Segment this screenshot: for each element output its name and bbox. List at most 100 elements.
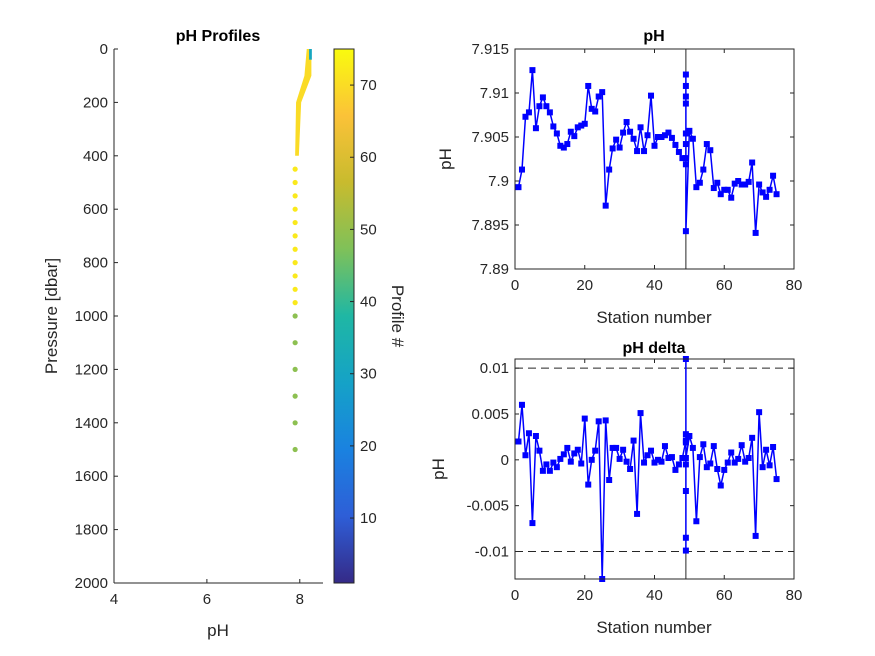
profiles-title: pH Profiles — [176, 28, 261, 45]
profiles-point — [292, 246, 298, 252]
profiles-ytick-label: 1800 — [75, 522, 108, 539]
ph-delta-point — [546, 467, 553, 474]
profiles-xtick-label: 6 — [203, 591, 211, 608]
colorbar-tick-label: 70 — [360, 77, 377, 94]
ph-point — [613, 136, 620, 143]
profiles-point — [292, 166, 298, 172]
ph-delta-point — [532, 433, 539, 439]
ph-point — [620, 129, 627, 136]
ph-delta-point — [644, 452, 651, 459]
ph-point — [710, 185, 717, 192]
ph-delta-point — [679, 455, 686, 461]
ph-point — [518, 166, 525, 173]
ph-delta-point — [574, 446, 581, 453]
ph-plot-area — [515, 49, 794, 269]
ph-delta-point — [682, 547, 689, 554]
profiles-ytick-label: 1400 — [75, 415, 108, 432]
ph-delta-point — [763, 446, 770, 453]
ph-title: pH — [643, 28, 664, 45]
ph-delta-point — [682, 488, 689, 494]
ph-delta-point — [721, 466, 728, 473]
colorbar-ticks: 10 20 30 40 50 60 70 — [350, 77, 377, 527]
colorbar-label: Profile # — [388, 285, 407, 348]
colorbar-tick-label: 30 — [360, 366, 377, 383]
profiles-point — [292, 300, 298, 306]
ph-delta-point — [661, 443, 668, 450]
ph-delta-point — [616, 455, 623, 462]
ph-delta-xlabel: Station number — [596, 618, 712, 637]
ph-point — [714, 179, 721, 186]
ph-point — [651, 142, 658, 149]
ph-delta-point — [738, 442, 745, 449]
ph-point — [682, 228, 689, 235]
profiles-point — [292, 340, 298, 346]
ph-delta-point — [735, 455, 742, 462]
ph-point — [661, 132, 668, 139]
ph-point — [682, 82, 689, 89]
ph-delta-point — [553, 464, 560, 471]
ph-point — [693, 184, 700, 191]
profiles-ytick-label: 200 — [83, 94, 108, 111]
ph-point — [658, 134, 665, 140]
ph-delta-point — [606, 477, 613, 483]
profiles-ytick-label: 1600 — [75, 468, 108, 485]
ph-point — [675, 148, 682, 155]
ph-delta-point — [515, 438, 522, 445]
ph-point — [679, 155, 686, 162]
ph-point — [574, 124, 581, 131]
ph-point — [682, 130, 689, 137]
ph-point — [606, 166, 613, 173]
ph-delta-ytick-label: 0 — [501, 452, 509, 469]
ph-point — [707, 147, 714, 154]
ph-delta-point — [749, 434, 756, 441]
ph-delta-point — [613, 444, 620, 451]
ph-point — [648, 92, 655, 99]
ph-delta-point — [770, 444, 777, 450]
ph-delta-xtick-label: 40 — [646, 587, 663, 604]
ph-axes: 0 20 40 60 80 7.89 7.895 7.9 7.905 7.91 7.915 — [471, 41, 802, 294]
ph-delta-ytick-label: 0.005 — [471, 406, 509, 423]
ph-xtick-label: 20 — [576, 277, 593, 294]
ph-xtick-label: 80 — [786, 277, 803, 294]
profiles-ylabel: Pressure [dbar] — [42, 258, 61, 374]
ph-point — [522, 113, 529, 120]
ph-delta-point — [710, 443, 717, 450]
ph-delta-xtick-label: 0 — [511, 587, 519, 604]
ph-point — [682, 141, 689, 148]
ph-delta-point — [592, 447, 599, 454]
ph-point — [595, 93, 602, 100]
ph-delta-point — [550, 459, 557, 466]
profiles-surface-mix — [309, 49, 312, 60]
ph-delta-point — [682, 461, 689, 468]
ph-delta-point — [578, 460, 585, 467]
ph-delta-point — [602, 417, 609, 424]
ph-point — [550, 123, 557, 130]
ph-delta-point — [539, 467, 546, 474]
ph-delta-point — [630, 437, 637, 444]
ph-delta-point — [634, 510, 641, 517]
profiles-plot-area — [114, 49, 323, 583]
profiles-ytick-label: 0 — [100, 41, 108, 58]
ph-point — [756, 181, 763, 188]
profiles-point — [292, 193, 298, 199]
ph-point — [543, 103, 550, 110]
ph-delta-point — [571, 450, 578, 457]
ph-xlabel: Station number — [596, 308, 712, 327]
ph-delta-point — [525, 430, 532, 437]
ph-point — [546, 109, 553, 116]
ph-point — [682, 100, 689, 107]
profiles-marks — [292, 49, 312, 453]
ph-delta-point — [693, 518, 700, 525]
ph-delta-axes: 0 20 40 60 80 -0.01 -0.005 0 0.005 0.01 — [466, 358, 802, 604]
ph-point — [735, 178, 742, 184]
ph-point — [581, 120, 588, 127]
ph-point — [637, 124, 644, 131]
ph-point — [728, 194, 735, 201]
ph-xtick-label: 40 — [646, 277, 663, 294]
ph-point — [536, 103, 543, 110]
ph-marks — [515, 49, 780, 269]
profiles-xtick-label: 8 — [296, 591, 304, 608]
ph-delta-point — [759, 464, 766, 471]
